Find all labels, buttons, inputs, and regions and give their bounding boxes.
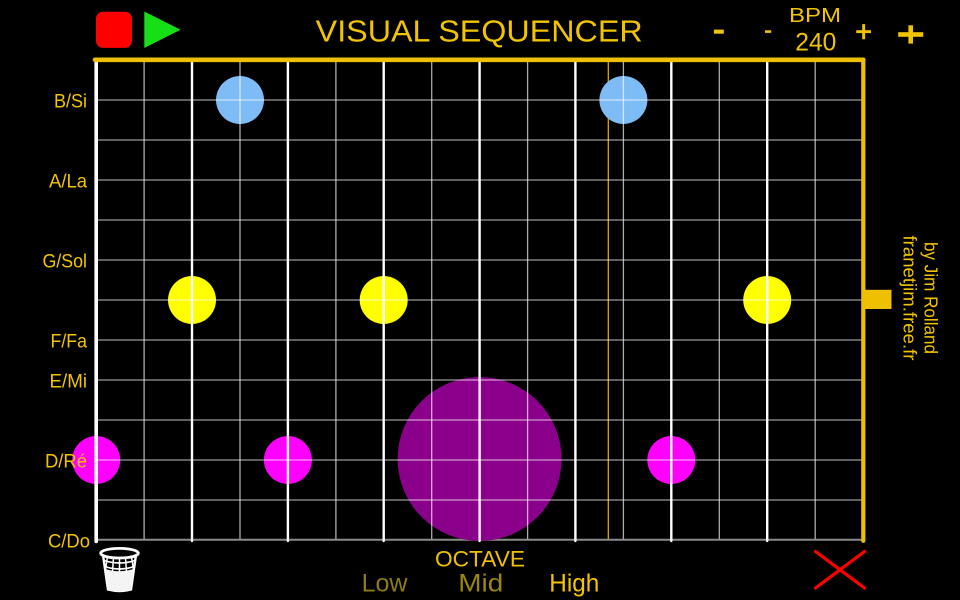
svg-text:VISUAL SEQUENCER: VISUAL SEQUENCER: [316, 13, 643, 48]
svg-text:C/Do: C/Do: [48, 531, 90, 553]
svg-text:D/Ré: D/Ré: [45, 451, 87, 473]
svg-text:A/La: A/La: [49, 171, 87, 193]
svg-text:by Jim Rolland: by Jim Rolland: [921, 242, 941, 354]
svg-text:High: High: [549, 570, 599, 598]
svg-text:E/Mi: E/Mi: [50, 371, 88, 393]
svg-text:franetjim.free.fr: franetjim.free.fr: [900, 236, 920, 361]
svg-text:G/Sol: G/Sol: [43, 251, 88, 273]
svg-text:240: 240: [795, 29, 836, 57]
svg-text:OCTAVE: OCTAVE: [435, 546, 525, 571]
svg-text:F/Fa: F/Fa: [51, 331, 88, 353]
svg-text:Low: Low: [362, 570, 409, 598]
svg-text:BPM: BPM: [789, 5, 841, 27]
svg-text:B/Si: B/Si: [54, 91, 87, 113]
svg-text:Mid: Mid: [458, 570, 503, 598]
